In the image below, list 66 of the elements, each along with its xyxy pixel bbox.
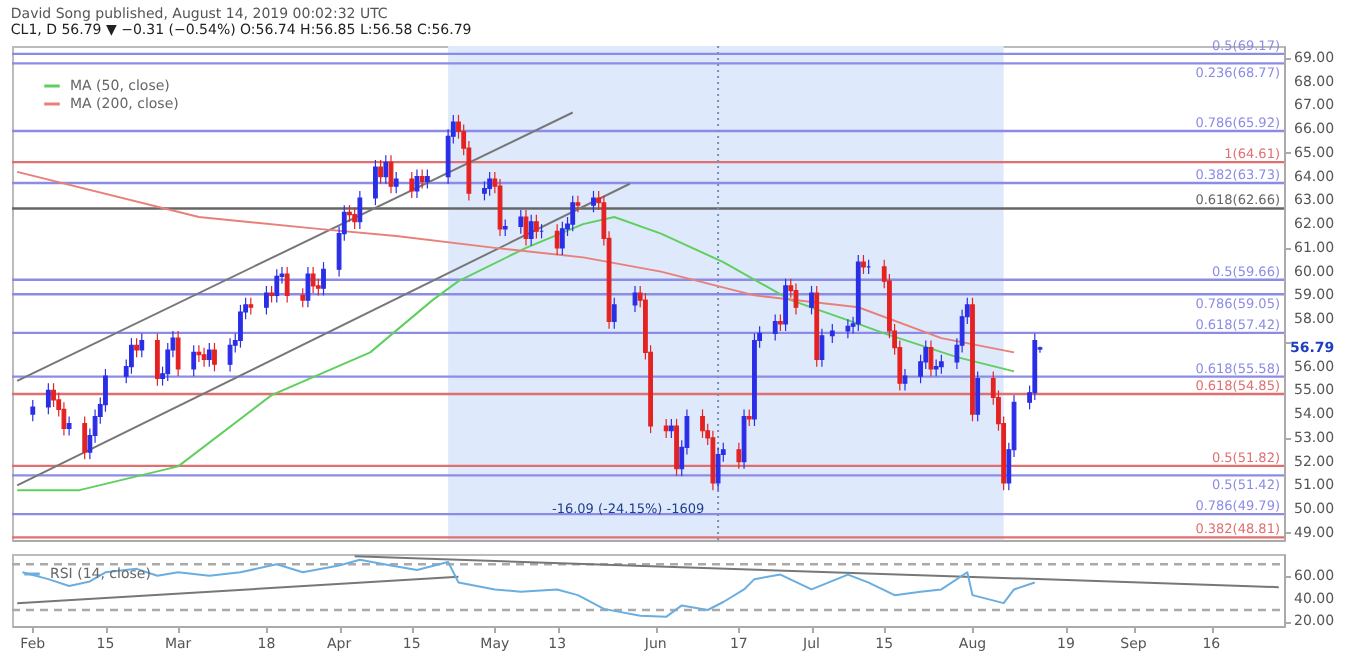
candlestick xyxy=(668,418,674,439)
line-series xyxy=(16,170,1016,354)
candlestick xyxy=(772,313,778,342)
candlestick xyxy=(710,430,716,491)
candlestick xyxy=(264,285,269,315)
candlestick xyxy=(191,344,197,377)
candlestick xyxy=(30,399,36,422)
candlestick xyxy=(570,195,576,232)
candlestick xyxy=(274,268,280,304)
candlestick xyxy=(933,358,939,377)
candlestick xyxy=(518,209,524,235)
candlestick xyxy=(196,344,202,363)
candlestick xyxy=(378,159,384,185)
candlestick xyxy=(154,332,160,387)
candlestick xyxy=(139,332,145,358)
candlestick xyxy=(61,401,67,437)
candlestick xyxy=(129,337,134,375)
candlestick xyxy=(321,261,326,296)
candlestick xyxy=(409,171,415,199)
candlestick xyxy=(82,415,88,460)
candlestick xyxy=(809,285,814,315)
candlestick xyxy=(819,328,825,368)
candlestick xyxy=(206,342,212,368)
line-series xyxy=(16,216,1016,492)
candlestick xyxy=(736,442,742,470)
candlestick xyxy=(591,190,596,213)
candlestick xyxy=(938,354,944,375)
candlestick xyxy=(373,159,378,206)
candlestick xyxy=(611,297,617,330)
candlestick xyxy=(383,154,389,185)
candlestick xyxy=(533,214,539,239)
candlestick xyxy=(300,287,306,308)
candlestick xyxy=(352,206,358,230)
candlestick xyxy=(227,337,233,372)
candlestick xyxy=(310,266,316,294)
candlestick xyxy=(554,223,560,256)
candlestick xyxy=(305,266,311,308)
candlestick xyxy=(284,266,290,304)
candlestick xyxy=(212,342,217,372)
candlestick xyxy=(783,278,788,332)
candlestick xyxy=(559,221,565,256)
candlestick xyxy=(487,171,493,197)
candlestick xyxy=(575,195,581,213)
candlestick xyxy=(829,323,835,344)
candlestick xyxy=(741,408,747,470)
candlestick xyxy=(419,168,425,190)
candlestick xyxy=(134,337,140,358)
candlestick xyxy=(66,415,72,437)
candlestick xyxy=(975,370,981,422)
candlestick xyxy=(482,180,487,201)
candlestick xyxy=(715,446,721,491)
candlestick xyxy=(175,330,181,377)
candlestick xyxy=(357,190,363,230)
candlestick xyxy=(861,254,866,275)
candlestick xyxy=(393,171,399,194)
candlestick xyxy=(45,382,51,415)
candlestick xyxy=(201,347,207,368)
candlestick xyxy=(663,418,669,439)
candlestick xyxy=(528,214,534,247)
candlestick xyxy=(902,368,908,391)
candlestick xyxy=(424,168,430,190)
candlestick xyxy=(700,408,705,439)
candlestick xyxy=(674,418,679,477)
candlestick xyxy=(632,285,638,313)
candlestick xyxy=(845,318,851,339)
candlestick xyxy=(238,304,243,349)
